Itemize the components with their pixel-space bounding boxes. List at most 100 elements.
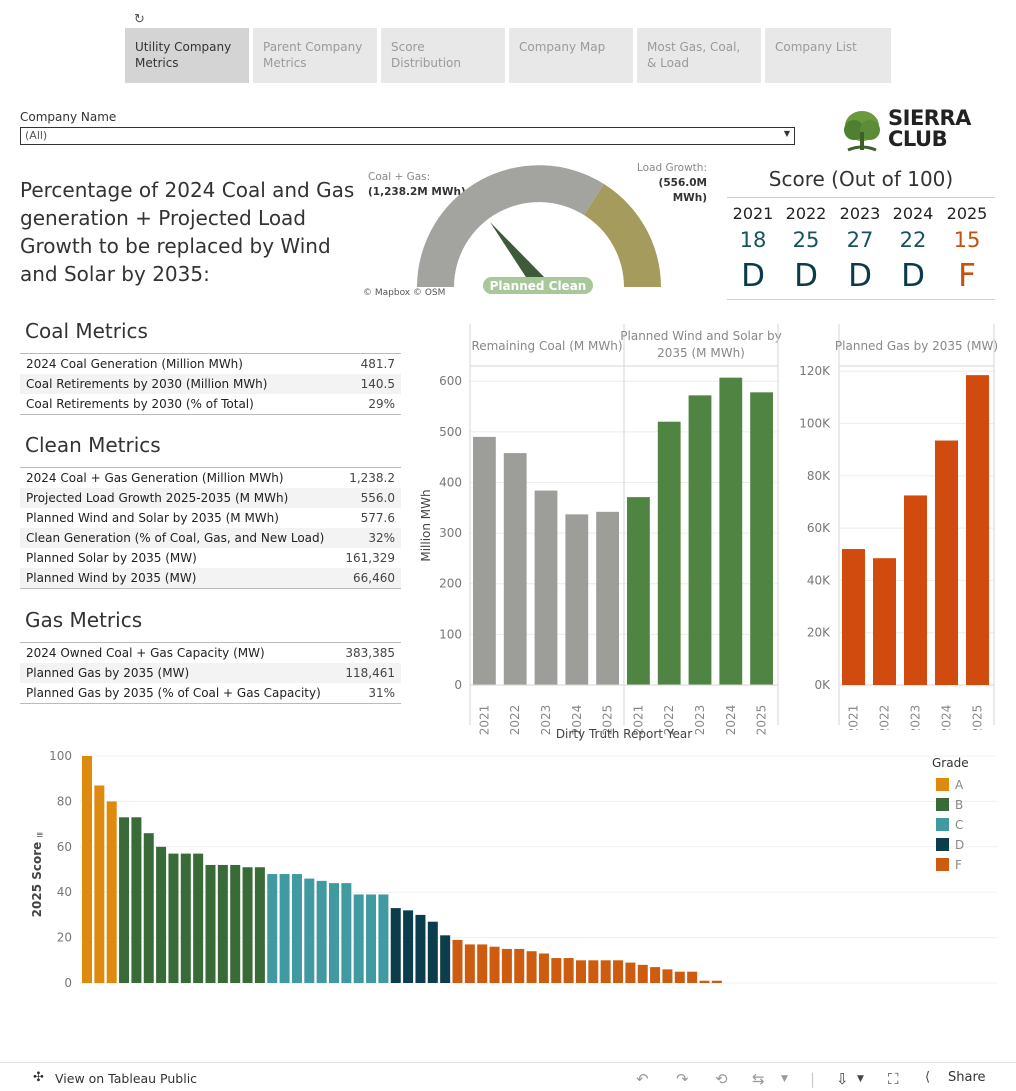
tab-company-map[interactable]: Company Map [509,28,633,83]
bar[interactable] [329,883,339,983]
bar[interactable] [131,817,142,983]
bar[interactable] [403,910,414,983]
table-row[interactable]: Coal Retirements by 2030 (% of Total) 29% [20,394,401,414]
legend-label[interactable]: A [955,778,964,792]
bar[interactable] [576,960,586,983]
bar[interactable] [514,948,525,983]
chevron-down-icon[interactable]: ▼ [783,129,790,138]
tab-score-distribution[interactable]: Score Distribution [381,28,505,83]
tab-utility-company-metrics[interactable]: Utility Company Metrics [125,28,249,83]
bar[interactable] [341,883,352,983]
bar[interactable] [551,958,562,983]
bar[interactable] [904,495,927,685]
bar[interactable] [180,853,191,983]
bar[interactable] [230,864,241,983]
refresh-data-icon[interactable]: ⇆ [752,1070,765,1088]
bar[interactable] [279,874,290,983]
legend-label[interactable]: F [955,858,962,872]
bar[interactable] [366,894,377,983]
table-row[interactable]: Clean Generation (% of Coal, Gas, and Ne… [20,528,401,548]
legend-swatch[interactable] [936,818,949,831]
legend-swatch[interactable] [936,858,949,871]
legend-label[interactable]: C [955,818,963,832]
share-button[interactable]: Share [948,1070,986,1085]
bar[interactable] [750,392,773,685]
table-row[interactable]: Planned Wind and Solar by 2035 (M MWh) 57… [20,508,401,528]
table-row[interactable]: Planned Gas by 2035 (% of Coal + Gas Cap… [20,683,401,703]
table-row[interactable]: Planned Solar by 2035 (MW) 161,329 [20,548,401,568]
bar[interactable] [291,874,302,983]
table-row[interactable]: Projected Load Growth 2025-2035 (M MWh) 5… [20,488,401,508]
bar[interactable] [627,497,650,685]
bar[interactable] [94,785,105,983]
bar[interactable] [873,558,896,685]
bar[interactable] [193,853,204,983]
bar[interactable] [106,801,117,983]
chevron-down-icon[interactable]: ▼ [857,1074,864,1084]
bar[interactable] [267,874,278,983]
bar[interactable] [119,817,130,983]
bar[interactable] [415,914,426,983]
bar[interactable] [966,375,989,685]
bar[interactable] [674,971,685,983]
bar[interactable] [588,960,599,983]
legend-label[interactable]: B [955,798,963,812]
bar[interactable] [427,921,438,983]
bar[interactable] [473,436,496,685]
bar[interactable] [378,894,389,983]
table-row[interactable]: 2024 Owned Coal + Gas Capacity (MW) 383,3… [20,643,401,663]
bar[interactable] [156,846,167,983]
undo-icon[interactable]: ↶ [636,1070,649,1088]
redo-icon[interactable]: ↷ [676,1070,689,1088]
bar[interactable] [503,453,527,685]
legend-swatch[interactable] [936,838,949,851]
bar[interactable] [687,971,698,983]
bar[interactable] [637,964,648,983]
bar[interactable] [501,948,512,983]
bar[interactable] [526,951,537,983]
download-icon[interactable]: ⇩ [836,1070,849,1088]
bar[interactable] [538,953,549,983]
tab-company-list[interactable]: Company List [765,28,891,83]
bar[interactable] [316,880,327,983]
bar[interactable] [168,853,179,983]
bar[interactable] [242,867,253,983]
bar[interactable] [935,440,958,685]
bar[interactable] [719,377,743,685]
table-row[interactable]: 2024 Coal + Gas Generation (Million MWh)… [20,468,401,488]
fullscreen-icon[interactable]: ⛶ [888,1070,899,1088]
bar[interactable] [650,967,661,983]
sort-icon[interactable]: ≡ [36,831,44,841]
bar[interactable] [711,980,722,983]
bar[interactable] [440,935,451,983]
legend-label[interactable]: D [955,838,964,852]
bar[interactable] [82,756,92,983]
share-icon[interactable]: ⟨ [925,1070,931,1085]
bar[interactable] [842,549,865,685]
bar[interactable] [565,514,589,685]
bar[interactable] [489,946,500,983]
bar[interactable] [390,908,401,983]
bar[interactable] [205,864,216,983]
table-row[interactable]: Coal Retirements by 2030 (Million MWh) 14… [20,374,401,394]
bar[interactable] [625,962,636,983]
company-name-dropdown[interactable]: (All) ▼ [20,127,795,145]
bar[interactable] [534,490,558,685]
revert-icon[interactable]: ⟲ [715,1070,728,1088]
bar[interactable] [477,944,488,983]
bar[interactable] [464,944,475,983]
map-attribution[interactable]: © Mapbox © OSM [363,288,446,298]
bar[interactable] [600,960,611,983]
table-row[interactable]: 2024 Coal Generation (Million MWh) 481.7 [20,354,401,374]
bar[interactable] [143,833,154,983]
view-on-tableau-link[interactable]: View on Tableau Public [55,1071,198,1086]
tab-most-gas-coal-load[interactable]: Most Gas, Coal, & Load [637,28,761,83]
tab-parent-company-metrics[interactable]: Parent Company Metrics [253,28,377,83]
table-row[interactable]: Planned Wind by 2035 (MW) 66,460 [20,568,401,588]
bar[interactable] [688,395,712,685]
bar[interactable] [353,894,364,983]
bar[interactable] [613,960,624,983]
chevron-down-icon[interactable]: ▼ [781,1074,788,1084]
bar[interactable] [304,878,315,983]
bar[interactable] [217,864,228,983]
